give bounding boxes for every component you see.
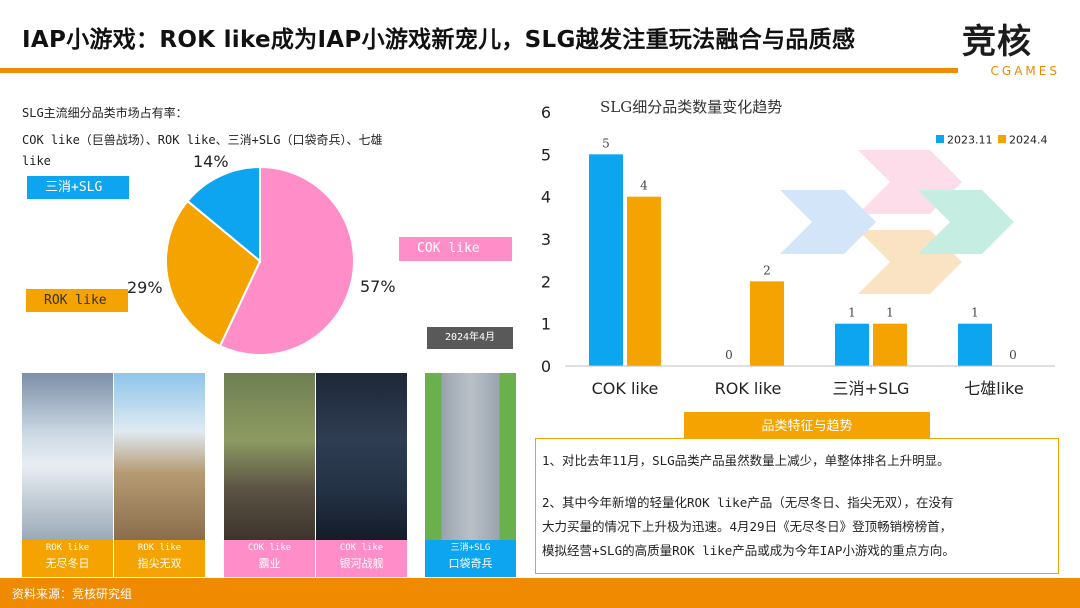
game-tag: COK like xyxy=(339,543,384,553)
pie-value-cok: 57% xyxy=(360,277,396,296)
pie-value-rok: 29% xyxy=(127,278,163,297)
game-screenshot: COK like 霸业 xyxy=(224,373,315,577)
legend-label: 2024.4 xyxy=(1009,134,1048,147)
legend-swatch xyxy=(998,135,1006,143)
legend-swatch xyxy=(936,135,944,143)
bar xyxy=(873,323,907,366)
y-tick-label: 6 xyxy=(541,103,551,122)
page-title: IAP小游戏：ROK like成为IAP小游戏新宠儿，SLG越发注重玩法融合与品… xyxy=(22,27,856,53)
header-divider xyxy=(0,68,958,73)
x-category-label: 三消+SLG xyxy=(833,379,910,398)
bar-chart-title: SLG细分品类数量变化趋势 xyxy=(600,98,783,116)
pie-slice-cok xyxy=(218,165,355,356)
game-tag: ROK like xyxy=(137,543,182,553)
pie-label-cok: COK like xyxy=(399,237,512,261)
game-image xyxy=(114,373,205,540)
game-image xyxy=(425,373,516,540)
game-tag: ROK like xyxy=(45,543,90,553)
source-note: 资料来源：竞核研究组 xyxy=(12,587,133,601)
bar xyxy=(958,323,992,366)
game-screenshot: ROK like 无尽冬日 xyxy=(22,373,113,577)
pie-value-sanxiao: 14% xyxy=(193,152,229,171)
footer-bar: 资料来源：竞核研究组 xyxy=(0,578,1080,608)
feature-point-1: 1、对比去年11月，SLG品类产品虽然数量上减少，单整体排名上升明显。 xyxy=(542,453,950,468)
bar-value-label: 1 xyxy=(848,306,856,320)
bar-value-label: 5 xyxy=(602,136,610,150)
summary-line-3: like xyxy=(22,154,51,168)
decorative-arrows-graphic xyxy=(780,150,1014,294)
pie-label-sanxiao: 三消+SLG xyxy=(27,176,129,199)
bar xyxy=(750,281,784,366)
game-image xyxy=(22,373,113,540)
y-tick-label: 3 xyxy=(541,230,551,249)
bar xyxy=(835,323,869,366)
bar-value-label: 0 xyxy=(725,348,733,362)
bar-value-label: 4 xyxy=(640,179,648,193)
game-name: 口袋奇兵 xyxy=(448,557,493,570)
y-tick-label: 2 xyxy=(541,272,551,291)
game-tag: COK like xyxy=(247,543,292,553)
pie-slice-rok xyxy=(165,199,262,348)
summary-line-2: COK like（巨兽战场）、ROK like、三消+SLG（口袋奇兵）、七雄 xyxy=(22,133,383,147)
bar-value-label: 1 xyxy=(971,306,979,320)
summary-line-1: SLG主流细分品类市场占有率： xyxy=(22,106,188,120)
game-name: 指尖无双 xyxy=(137,557,182,570)
game-screenshot: COK like 银河战舰 xyxy=(316,373,407,577)
game-image xyxy=(316,373,407,540)
y-tick-label: 0 xyxy=(541,357,551,376)
game-name: 霸业 xyxy=(258,557,281,570)
game-tag: 三消+SLG xyxy=(450,543,491,553)
game-screenshot: ROK like 指尖无双 xyxy=(114,373,205,577)
logo: 竞核 xyxy=(962,22,1032,62)
date-tag: 2024年4月 xyxy=(427,327,513,349)
y-tick-label: 4 xyxy=(541,188,551,207)
pie-slice-sanxiao xyxy=(186,165,261,264)
feature-point-2-line-2: 大力买量的情况下上升极为迅速。4月29日《无尽冬日》登顶畅销榜榜首， xyxy=(542,519,953,534)
legend-label: 2023.11 xyxy=(947,134,993,147)
market-share-summary: SLG主流细分品类市场占有率： COK like（巨兽战场）、ROK like、… xyxy=(22,100,522,168)
bar-value-label: 1 xyxy=(886,306,894,320)
logo-subtitle: CGAMES xyxy=(990,64,1060,78)
pie-label-rok: ROK like xyxy=(26,289,128,312)
y-tick-label: 1 xyxy=(541,315,551,334)
features-heading: 品类特征与趋势 xyxy=(684,412,930,439)
game-name: 无尽冬日 xyxy=(45,557,90,570)
game-image xyxy=(224,373,315,540)
features-box: 1、对比去年11月，SLG品类产品虽然数量上减少，单整体排名上升明显。 2、其中… xyxy=(535,438,1059,574)
bar xyxy=(627,196,661,366)
bar-value-label: 0 xyxy=(1009,348,1017,362)
game-name: 银河战舰 xyxy=(339,557,384,570)
x-category-label: COK like xyxy=(592,379,659,398)
x-category-label: ROK like xyxy=(715,379,782,398)
game-screenshot: 三消+SLG 口袋奇兵 xyxy=(425,373,516,577)
x-category-label: 七雄like xyxy=(964,379,1023,398)
feature-point-2-line-3: 模拟经营+SLG的高质量ROK like产品或成为今年IAP小游戏的重点方向。 xyxy=(542,543,955,558)
bar xyxy=(589,154,623,366)
y-tick-label: 5 xyxy=(541,145,551,164)
feature-point-2-line-1: 2、其中今年新增的轻量化ROK like产品（无尽冬日、指尖无双），在没有 xyxy=(542,495,954,510)
bar-value-label: 2 xyxy=(763,263,771,277)
